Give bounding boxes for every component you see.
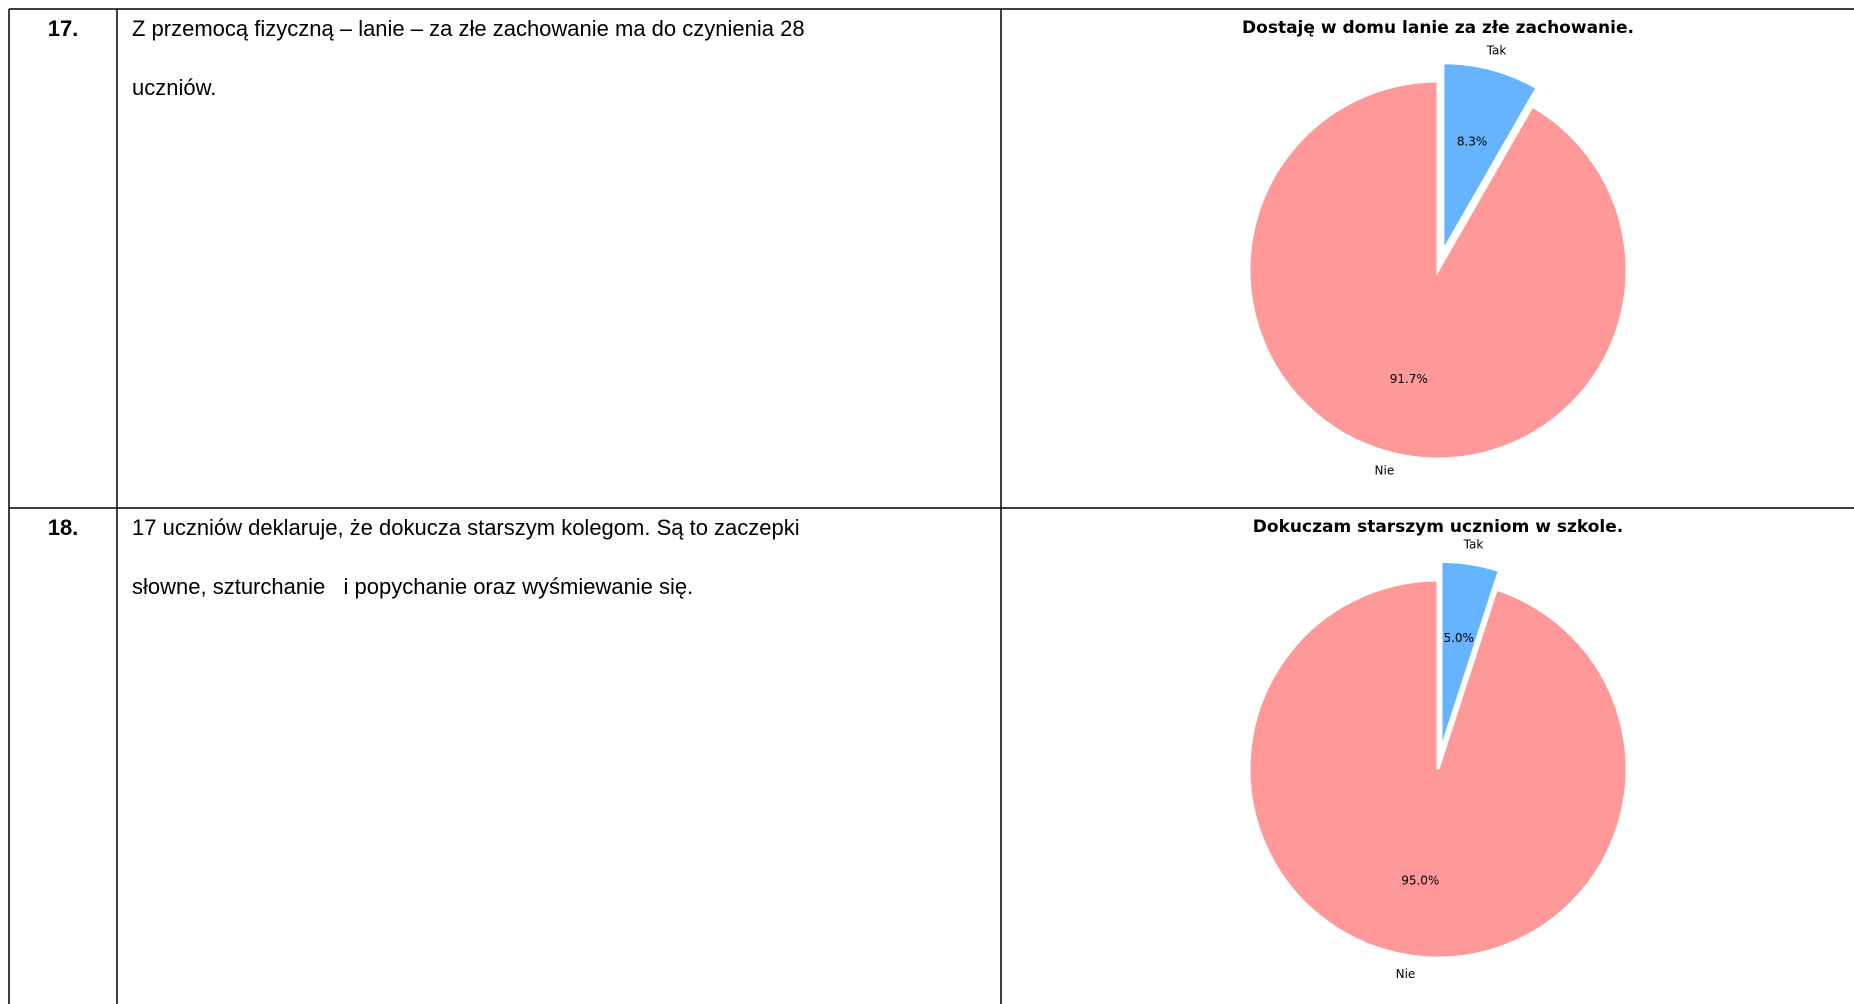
pie-slice <box>1439 559 1502 751</box>
row-text: 17 uczniów deklaruje, że dokucza starszy… <box>132 515 800 540</box>
row-number: 17. <box>48 16 79 41</box>
slice-category-label: Nie <box>1396 967 1416 981</box>
row-text: Z przemocą fizyczną – lanie – za złe zac… <box>132 16 805 41</box>
slice-category-label: Nie <box>1375 463 1395 477</box>
slice-value-label: 5.0% <box>1443 631 1474 645</box>
slice-category-label: Tak <box>1486 43 1507 57</box>
slice-value-label: 95.0% <box>1401 874 1439 888</box>
pie-slice <box>1441 61 1540 258</box>
slice-value-label: 91.7% <box>1390 372 1428 386</box>
row-text: słowne, szturchanie i popychanie oraz wy… <box>132 574 693 599</box>
row-text: uczniów. <box>132 75 216 100</box>
chart-title: Dokuczam starszym uczniom w szkole. <box>1253 517 1623 537</box>
chart-title: Dostaję w domu lanie za złe zachowanie. <box>1242 18 1634 38</box>
row-number: 18. <box>48 515 79 540</box>
slice-value-label: 8.3% <box>1457 135 1488 149</box>
slice-category-label: Tak <box>1463 537 1484 551</box>
pie-slice <box>1247 578 1629 960</box>
pie-slice <box>1247 79 1629 461</box>
